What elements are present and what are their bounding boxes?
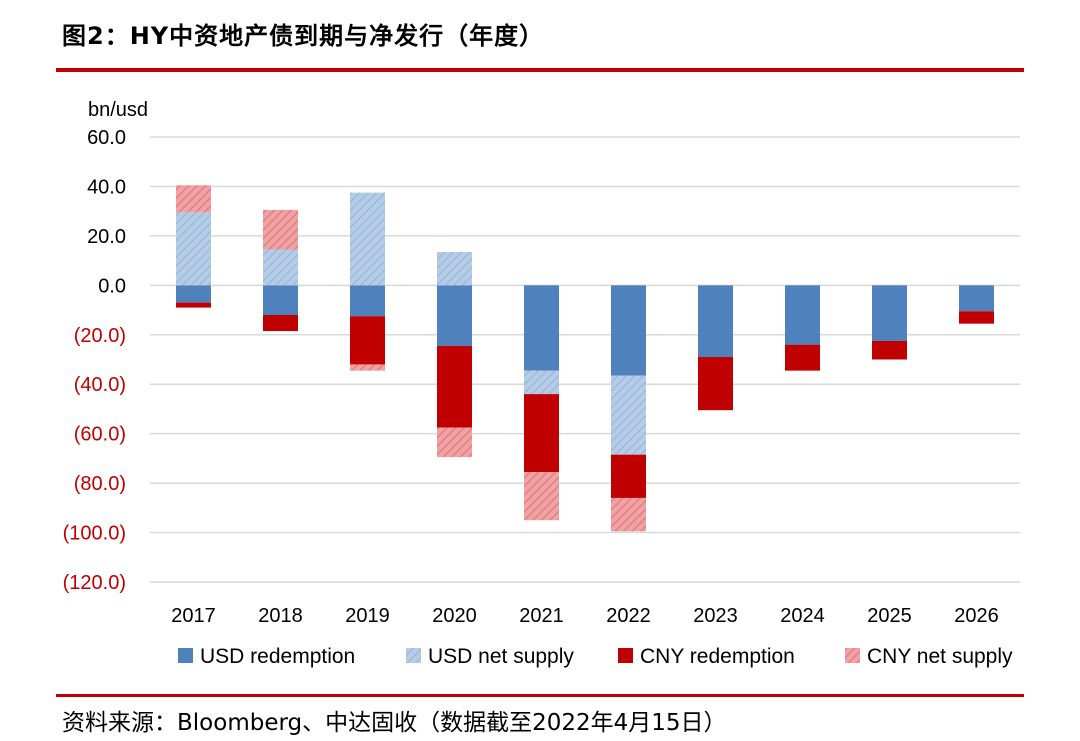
x-tick-label: 2025 bbox=[867, 605, 912, 627]
legend-swatch-cny-net-supply bbox=[845, 648, 860, 663]
bar-usd-net-supply-2019 bbox=[350, 192, 385, 286]
bar-cny-redemption-2019 bbox=[350, 316, 385, 365]
y-tick-label: 40.0 bbox=[87, 176, 126, 198]
chart-title: 图2：HY中资地产债到期与净发行（年度） bbox=[62, 22, 545, 50]
bar-cny-redemption-2024 bbox=[785, 344, 820, 371]
bar-cny-redemption-2017 bbox=[176, 302, 211, 308]
y-tick-label: 0.0 bbox=[98, 275, 126, 297]
bar-cny-net-supply-2017 bbox=[176, 185, 211, 213]
bar-usd-redemption-2026 bbox=[959, 285, 994, 312]
y-tick-label: (20.0) bbox=[74, 325, 126, 347]
bar-usd-net-supply-2021 bbox=[524, 370, 559, 395]
x-tick-label: 2019 bbox=[345, 605, 390, 627]
bar-cny-redemption-2021 bbox=[524, 394, 559, 472]
legend-swatch-usd-redemption bbox=[178, 648, 193, 663]
top-divider bbox=[56, 68, 1024, 72]
x-tick-label: 2026 bbox=[954, 605, 999, 627]
bar-usd-redemption-2023 bbox=[698, 285, 733, 358]
bar-usd-redemption-2018 bbox=[263, 285, 298, 315]
legend-label: CNY net supply bbox=[867, 645, 1013, 668]
y-tick-label: 60.0 bbox=[87, 127, 126, 149]
bar-usd-net-supply-2018 bbox=[263, 249, 298, 286]
bar-cny-net-supply-2021 bbox=[524, 471, 559, 521]
y-axis: 60.0 40.0 20.0 0.0 (20.0) (40.0) (60.0) (80.0) (… bbox=[63, 127, 126, 594]
bar-usd-net-supply-2017 bbox=[176, 212, 211, 286]
bar-usd-redemption-2019 bbox=[350, 285, 385, 317]
x-tick-label: 2023 bbox=[693, 605, 738, 627]
bar-cny-net-supply-2020 bbox=[437, 427, 472, 458]
legend: USD redemption USD net supply CNY redempti… bbox=[178, 645, 1013, 668]
x-tick-label: 2022 bbox=[606, 605, 651, 627]
bar-cny-net-supply-2018 bbox=[263, 209, 298, 250]
legend-label: USD redemption bbox=[200, 645, 355, 668]
legend-label: CNY redemption bbox=[640, 645, 795, 668]
bar-cny-net-supply-2019 bbox=[350, 364, 385, 371]
bar-cny-net-supply-2022 bbox=[611, 497, 646, 532]
bars bbox=[176, 185, 994, 532]
x-tick-label: 2020 bbox=[432, 605, 477, 627]
bar-cny-redemption-2025 bbox=[872, 340, 907, 360]
x-tick-label: 2018 bbox=[258, 605, 303, 627]
x-tick-label: 2017 bbox=[171, 605, 216, 627]
y-tick-label: (100.0) bbox=[63, 523, 126, 545]
bar-cny-redemption-2026 bbox=[959, 311, 994, 324]
bar-usd-redemption-2021 bbox=[524, 285, 559, 371]
bar-usd-redemption-2025 bbox=[872, 285, 907, 341]
y-tick-label: (60.0) bbox=[74, 424, 126, 446]
bar-usd-net-supply-2022 bbox=[611, 375, 646, 455]
y-axis-label: bn/usd bbox=[88, 99, 148, 121]
bar-cny-redemption-2023 bbox=[698, 357, 733, 411]
x-tick-label: 2021 bbox=[519, 605, 564, 627]
bar-usd-net-supply-2020 bbox=[437, 251, 472, 286]
x-axis: 2017 2018 2019 2020 2021 2022 2023 2024 2025 2026 bbox=[171, 605, 999, 627]
bottom-divider bbox=[56, 694, 1024, 697]
bar-cny-redemption-2022 bbox=[611, 454, 646, 498]
bar-usd-redemption-2022 bbox=[611, 285, 646, 376]
bar-usd-redemption-2020 bbox=[437, 285, 472, 346]
legend-label: USD net supply bbox=[428, 645, 574, 668]
source-note: 资料来源：Bloomberg、中达固收（数据截至2022年4月15日） bbox=[62, 710, 727, 736]
y-tick-label: 20.0 bbox=[87, 226, 126, 248]
y-tick-label: (120.0) bbox=[63, 572, 126, 594]
bar-usd-redemption-2024 bbox=[785, 285, 820, 345]
y-tick-label: (40.0) bbox=[74, 374, 126, 396]
y-tick-label: (80.0) bbox=[74, 473, 126, 495]
legend-swatch-usd-net-supply bbox=[406, 648, 421, 663]
bar-usd-redemption-2017 bbox=[176, 285, 211, 303]
legend-swatch-cny-redemption bbox=[618, 648, 633, 663]
x-tick-label: 2024 bbox=[780, 605, 825, 627]
bar-cny-redemption-2018 bbox=[263, 315, 298, 332]
bar-cny-redemption-2020 bbox=[437, 345, 472, 428]
